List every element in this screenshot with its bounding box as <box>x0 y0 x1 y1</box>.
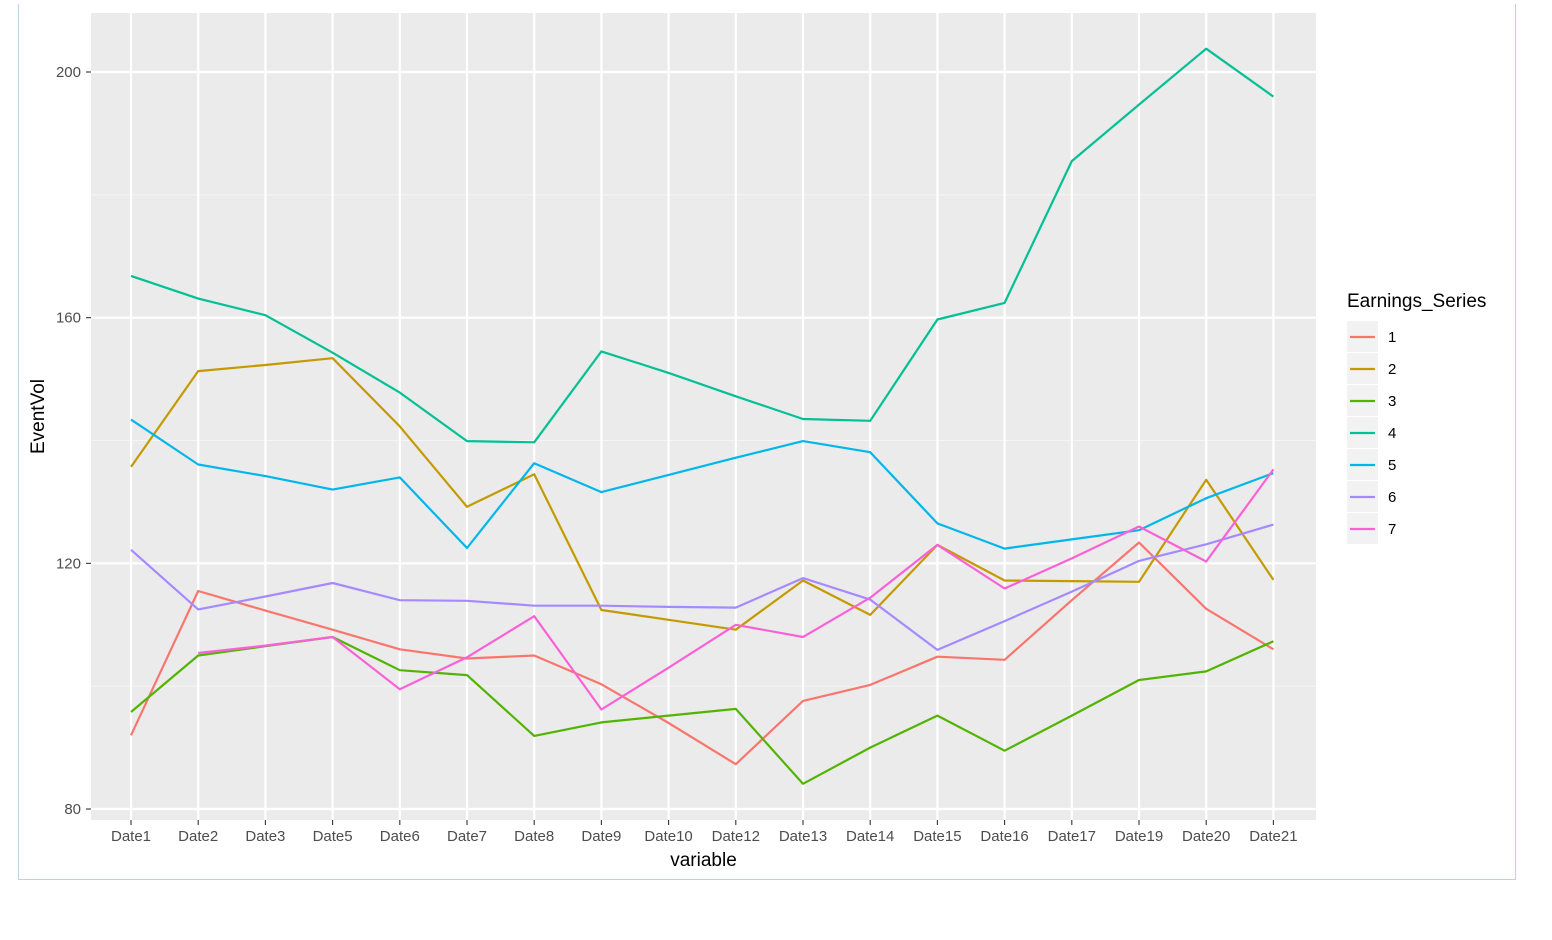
y-tick-label: 160 <box>56 310 81 327</box>
x-tick-label: Date2 <box>178 828 218 845</box>
x-tick-label: Date12 <box>712 828 760 845</box>
x-tick-label: Date20 <box>1182 828 1230 845</box>
x-tick-label: Date15 <box>913 828 961 845</box>
legend-label-4: 4 <box>1388 425 1396 442</box>
x-tick-label: Date9 <box>581 828 621 845</box>
x-tick-label: Date19 <box>1115 828 1163 845</box>
legend-label-2: 2 <box>1388 361 1396 378</box>
legend-label-7: 7 <box>1388 521 1396 538</box>
x-tick-label: Date1 <box>111 828 151 845</box>
legend-label-1: 1 <box>1388 329 1396 346</box>
x-tick-label: Date5 <box>313 828 353 845</box>
legend-label-5: 5 <box>1388 457 1396 474</box>
x-tick-label: Date6 <box>380 828 420 845</box>
x-tick-label: Date16 <box>980 828 1028 845</box>
y-tick-label: 80 <box>64 801 81 818</box>
series-line-4 <box>130 47 1275 444</box>
x-tick-label: Date17 <box>1048 828 1096 845</box>
legend-label-3: 3 <box>1388 393 1396 410</box>
series-line-5 <box>130 418 1274 550</box>
series-line-1 <box>130 541 1274 766</box>
series-line-2 <box>130 357 1275 631</box>
x-tick-label: Date13 <box>779 828 827 845</box>
legend-label-6: 6 <box>1388 489 1396 506</box>
y-axis-ticks: 80 120 160 200 <box>56 64 91 818</box>
y-tick-label: 200 <box>56 64 81 81</box>
x-axis-title: variable <box>670 850 737 871</box>
plot-panel <box>91 13 1316 820</box>
y-tick-label: 120 <box>56 555 81 572</box>
x-tick-label: Date10 <box>644 828 692 845</box>
x-tick-label: Date7 <box>447 828 487 845</box>
legend: 1 2 3 4 5 6 7 <box>1347 321 1396 544</box>
x-tick-label: Date21 <box>1249 828 1297 845</box>
x-axis-ticks: Date1 Date2 Date3 Date5 Date6 Date7 Date8 Date9… <box>111 820 1298 845</box>
series-lines <box>130 47 1275 785</box>
y-axis-title: EventVol <box>28 379 49 454</box>
x-tick-label: Date3 <box>245 828 285 845</box>
x-tick-label: Date8 <box>514 828 554 845</box>
series-line-6 <box>130 523 1274 651</box>
figure-frame <box>18 4 1516 880</box>
minor-gridlines <box>91 194 1316 687</box>
major-gridlines <box>91 13 1316 820</box>
x-tick-label: Date14 <box>846 828 894 845</box>
legend-title: Earnings_Series <box>1347 291 1486 312</box>
series-line-7 <box>198 468 1275 711</box>
